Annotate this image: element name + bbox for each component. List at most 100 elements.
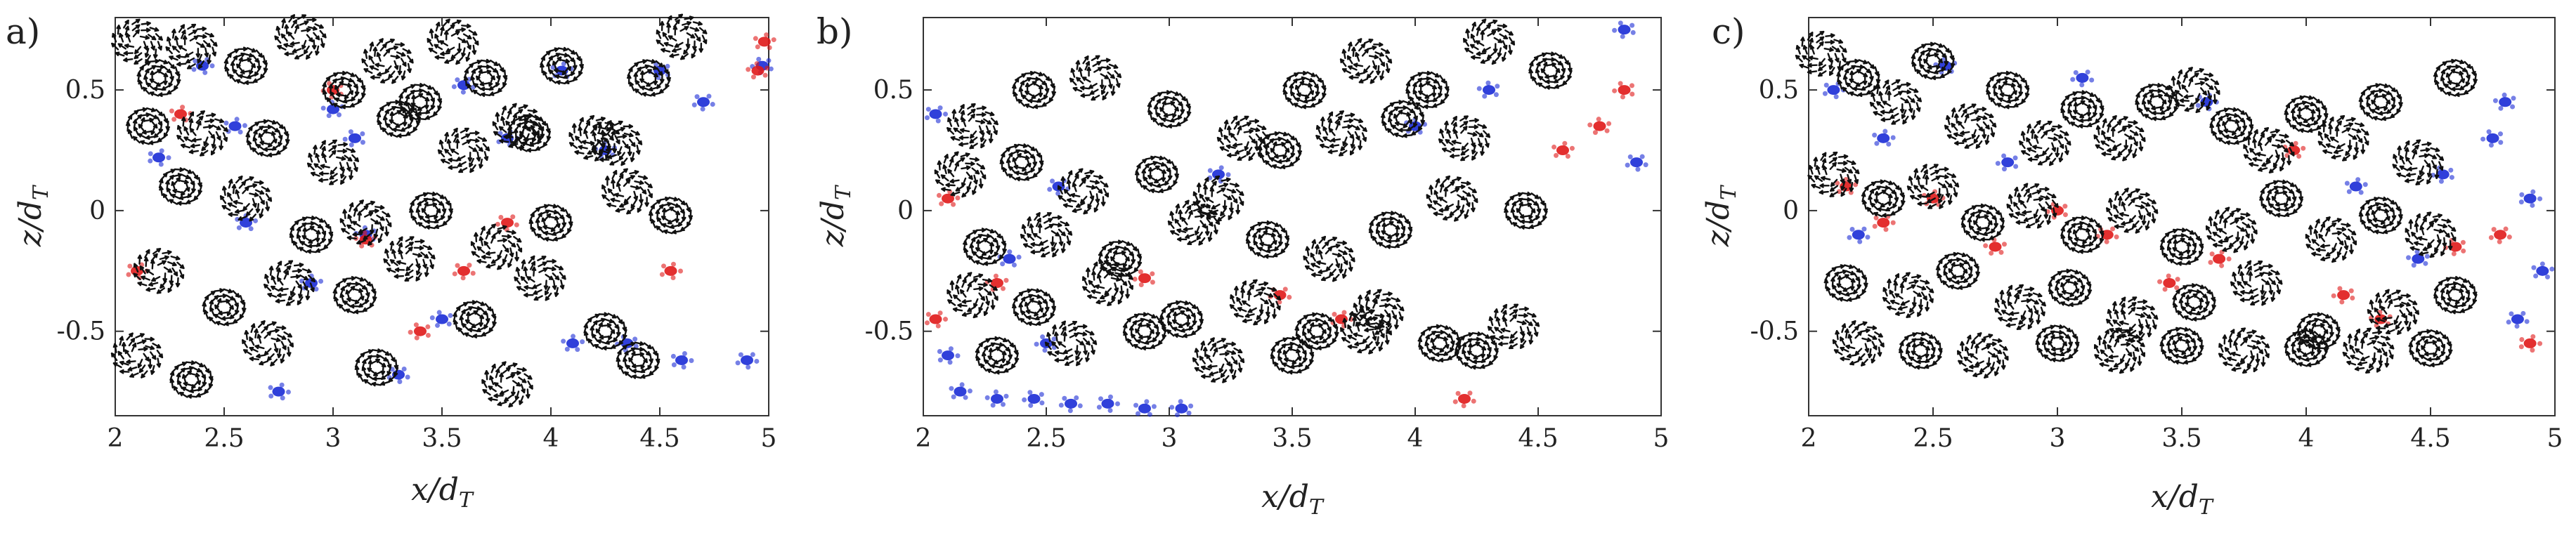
panel-a-vortex-6-arrowhead [379,38,384,41]
panel-b-positive-vorticity-core [1101,398,1114,409]
panel-a-positive-vorticity-speck [435,322,441,328]
panel-a-vortex-24-arrowhead [235,189,238,195]
panel-a-vortex-4-arrowhead [281,18,285,22]
panel-a-positive-vorticity-speck [326,113,332,119]
panel-b-positive-vorticity-speck [1476,86,1482,91]
panel-a-vortex-14-arrowhead [661,48,665,53]
panel-b-positive-vorticity-speck [1133,402,1139,408]
panel-a-vortex-21-arrowhead [544,121,547,126]
panel-a-negative-vorticity-speck [750,74,756,80]
panel-a-positive-vorticity-speck [706,93,712,99]
panel-a-vortex-4-arrowhead [292,51,297,53]
panel-b-negative-vorticity-speck [1138,269,1143,275]
panel-a-vortex-28-arrowhead [513,242,516,248]
panel-a-positive-vorticity-speck [166,155,171,161]
panel-a-vortex-21-arrowhead [527,114,532,118]
panel-a-positive-vorticity-speck [451,84,457,89]
panel-a-positive-vorticity-blob-9 [691,93,715,112]
panel-a-vortex-12-arrowhead [591,147,597,151]
panel-b-vortex-2-arrowhead [1119,73,1122,79]
panel-a-vortex-15-arrowhead [142,107,148,110]
panel-a-positive-vorticity-speck [313,287,319,292]
panel-a-vortex-23-arrowhead [199,182,202,187]
panel-a-vortex-22-arrowhead [629,132,634,137]
panel-a-vortex-12-arrowhead [574,151,579,155]
panel-b-negative-vorticity-speck [1606,121,1612,126]
panel-a-vortex-4-arrowhead [290,43,295,46]
panel-a-vortex-10-arrowhead [502,105,507,110]
panel-a-vortex-14-arrowhead [668,35,672,40]
panel-a-vortex-7 [398,83,443,121]
panel-a-vortex-22-arrowhead [599,149,604,154]
panel-a-vortex-2-arrowhead [169,55,173,60]
panel-a-vortex-9-arrowhead [488,83,493,87]
panel-a-vortex-27-arrowhead [432,202,438,206]
panel-a-xlabel-sub: T [459,488,474,513]
panel-a-vortex-16-arrowhead [197,120,202,125]
panel-a-vortex-7-arrowhead [410,84,415,86]
panel-a-negative-vorticity-speck [510,214,516,220]
panel-b-vortex-0-arrowhead [970,113,975,117]
panel-a-vortex-9-arrowhead [472,89,476,95]
panel-a-vortex-12-arrowhead [590,114,595,118]
panel-a-vortex-25-arrowhead [310,221,316,225]
panel-b-positive-vorticity-core [942,350,954,361]
panel-a-vortex-24-arrowhead [241,180,247,184]
panel-a-vortex-27-arrowhead [422,192,428,195]
panel-a-negative-vorticity-blob-5 [659,261,683,280]
panel-a-vortex-21-arrowhead [526,149,531,153]
panel-a-vortex-4-arrowhead [313,44,317,50]
panel-a-vortex-4-arrowhead [320,24,324,29]
panel-a-vortex-44-arrowhead [484,370,488,375]
panel-b-positive-vorticity-speck [984,395,990,400]
panel-b-positive-vorticity-speck [1625,162,1630,168]
panel-a-vortex-18-arrowhead [356,166,358,172]
panel-a-vortex-22-arrowhead [630,158,635,162]
panel-a-vortex-11-arrowhead [561,72,567,76]
panel-a-vortex-41-arrowhead [191,386,196,389]
panel-a-vortex-39-arrowhead [613,329,616,334]
panel-b-negative-vorticity-speck [1341,310,1347,315]
panel-a-negative-vorticity-speck [362,230,367,235]
panel-a-vortex-9-arrowhead [505,74,508,80]
panel-a-vortex-16-arrowhead [191,139,197,143]
panel-a-vortex-29-arrowhead [550,229,556,232]
panel-a-vortex-12-arrowhead [583,129,586,134]
panel-b-positive-vorticity-speck [1620,34,1625,39]
panel-a-vortex-2-arrowhead [171,28,176,33]
panel-a-vortex-31-arrowhead [672,231,677,235]
panel-a-vortex-8-arrowhead [436,22,440,26]
panel-a-ticks: 2 2.5 3 3.5 4 4.5 5 -0.5 0 0.5 [57,18,776,453]
panel-a: a) 2 2.5 3 3.5 4 4.5 5-0.500.5 x/dT z/dT [6,11,776,513]
panel-a-vortex-16-arrowhead [226,136,228,142]
panel-a-positive-vorticity-speck [580,339,585,345]
panel-a-negative-vorticity-speck [425,324,431,329]
panel-a-vortex-42-arrowhead [256,334,260,339]
panel-a-vortex-17-arrowhead [258,133,261,138]
panel-b-positive-vorticity-speck [937,105,943,111]
panel-a-vortex-12-arrowhead [578,145,583,150]
panel-a-vortex-0-arrowhead [124,25,129,30]
panel-a-vortex-20-arrowhead [441,159,445,164]
panel-a-vortex-8-arrowhead [456,19,462,22]
panel-a-xtick-label-1: 2.5 [204,424,244,453]
panel-a-vortex-2-arrowhead [207,60,212,65]
panel-b-negative-vorticity-core [1618,85,1631,96]
panel-a-vortex-7-arrowhead [410,103,415,107]
panel-a-vortex-0-arrowhead [115,52,119,56]
panel-b-vortex-0-arrowhead [982,105,987,109]
panel-a-positive-vorticity-speck [691,102,697,107]
panel-a-vortex-18 [307,139,359,185]
panel-a-negative-vorticity-speck [169,108,174,114]
panel-a-xtick-label-0: 2 [108,424,124,453]
panel-a-vortex-22-arrowhead [629,151,632,157]
panel-a-xtick-label-2: 3 [325,424,341,453]
panel-a-vortex-19-arrowhead [382,127,384,133]
panel-a-vortex-36-arrowhead [425,254,429,259]
panel-a-negative-vorticity-speck [467,263,472,268]
panel-a-vortex-5-arrowhead [359,77,362,83]
panel-b-vortex-2-arrowhead [1069,77,1072,83]
panel-a-vortex-39-arrowhead [620,319,623,324]
panel-a-vortex-7-arrowhead [408,114,412,119]
panel-a-vortex-20-arrowhead [474,131,480,134]
